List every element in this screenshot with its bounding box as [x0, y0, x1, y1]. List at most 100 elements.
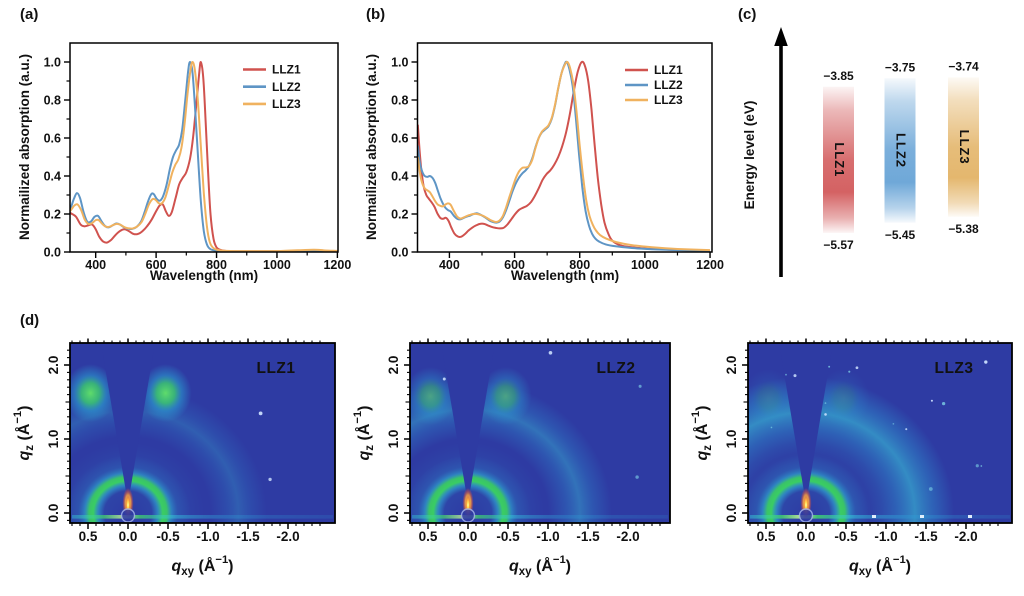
- axes: 0.5 0.0 -0.5 -1.0 -1.5 -2.0 0.0 1.0 2.0: [724, 338, 999, 544]
- x-tick-label: 600: [146, 258, 167, 272]
- curves: [70, 60, 338, 252]
- x-tick-label: 800: [206, 258, 227, 272]
- y-tick-label: 0.6: [391, 131, 408, 145]
- missing-wedge: [779, 343, 833, 494]
- y-tick-label: 0.8: [44, 93, 61, 107]
- beamstop: [460, 508, 476, 523]
- plot-frame: [747, 342, 1013, 524]
- x-tick-label: 0.0: [459, 529, 478, 544]
- x-tick-label: 800: [569, 258, 590, 272]
- y-tick-label: 0.0: [724, 504, 739, 523]
- y-tick-label: 1.0: [46, 430, 61, 449]
- energy-axis-arrow-head: [774, 27, 788, 46]
- sample-label-LLZ2: LLZ2: [596, 360, 635, 377]
- axes: 400 600 800 1000 1200 0.0 0.2 0.4 0.6 0.8 1.0 Wavel…: [17, 54, 351, 283]
- y-tick-label: 1.0: [44, 55, 61, 69]
- plot-frame: [69, 342, 336, 524]
- energy-bottom-value-LLZ1: −5.57: [823, 238, 854, 252]
- x-tick-label: 0.5: [757, 529, 776, 544]
- energy-bar-label-LLZ3: LLZ3: [957, 130, 972, 165]
- x-tick-label: -2.0: [954, 529, 977, 544]
- panel-b-absorption-chart: 400 600 800 1000 1200 0.0 0.2 0.4 0.6 0.8 1.0 Wavel…: [364, 42, 724, 283]
- series-LLZ2: [70, 61, 338, 252]
- panel-a-absorption-chart: 400 600 800 1000 1200 0.0 0.2 0.4 0.6 0.8 1.0 Wavel…: [17, 42, 351, 283]
- giwaxs-panel-LLZ3: LLZ3 0.5 0.0 -0.5 -1.0 -1.5 -2.0 0.0 1.0 2.0 qxy (…: [690, 338, 1013, 578]
- series-LLZ3: [70, 61, 338, 252]
- axis-title: qz (Å−1): [352, 406, 376, 461]
- panel-label-a: (a): [20, 6, 39, 23]
- y-tick-label: 0.4: [391, 169, 408, 183]
- y-tick-label: 2.0: [46, 356, 61, 375]
- axis-title: qxy (Å−1): [171, 554, 233, 578]
- energy-bar-label-LLZ2: LLZ2: [894, 133, 909, 168]
- plot-frame: [416, 42, 713, 253]
- sample-label-LLZ3: LLZ3: [934, 360, 973, 377]
- axis-title: qz (Å−1): [12, 406, 36, 461]
- x-tick-label: -1.5: [914, 529, 938, 544]
- y-tick-label: 2.0: [386, 356, 401, 375]
- x-tick-label: -2.0: [276, 529, 299, 544]
- panel-label-b: (b): [366, 6, 386, 23]
- y-axis-title: Normailized absorption (a.u.): [17, 54, 32, 240]
- x-tick-label: 1000: [631, 258, 659, 272]
- legend-label-LLZ3: LLZ3: [654, 93, 683, 107]
- panel-label-c: (c): [738, 6, 757, 23]
- y-tick-label: 0.2: [44, 207, 61, 221]
- legend-label-LLZ2: LLZ2: [654, 78, 683, 92]
- x-axis-title: Wavelength (nm): [150, 268, 258, 283]
- energy-top-value-LLZ2: −3.75: [885, 60, 916, 74]
- scattering-image: [410, 343, 670, 523]
- x-tick-label: 400: [85, 258, 106, 272]
- axis-title: qz (Å−1): [690, 406, 714, 461]
- scattering-image: [748, 343, 1012, 523]
- x-tick-label: -0.5: [834, 529, 858, 544]
- axes: 0.5 0.0 -0.5 -1.0 -1.5 -2.0 0.0 1.0 2.0: [386, 338, 661, 544]
- y-tick-label: 0.0: [391, 245, 408, 259]
- x-tick-label: 0.0: [797, 529, 816, 544]
- x-tick-label: -0.5: [496, 529, 520, 544]
- x-tick-label: -2.0: [616, 529, 639, 544]
- y-tick-label: 1.0: [724, 430, 739, 449]
- y-tick-label: 0.0: [386, 504, 401, 523]
- energy-bar-LLZ2: [884, 78, 916, 223]
- y-tick-label: 0.8: [391, 93, 408, 107]
- y-tick-label: 0.2: [391, 207, 408, 221]
- legend-label-LLZ2: LLZ2: [272, 80, 301, 94]
- y-tick-label: 0.6: [44, 131, 61, 145]
- x-tick-label: 1000: [263, 258, 291, 272]
- y-tick-label: 1.0: [391, 55, 408, 69]
- axes: 400 600 800 1000 1200 0.0 0.2 0.4 0.6 0.8 1.0 Wavel…: [364, 54, 724, 283]
- energy-bar-LLZ3: [948, 77, 979, 217]
- axis-title: qxy (Å−1): [849, 554, 911, 578]
- panel-label-d: (d): [20, 312, 40, 329]
- axes: 0.5 0.0 -0.5 -1.0 -1.5 -2.0 0.0 1.0 2.0: [46, 338, 321, 544]
- y-tick-label: 1.0: [386, 430, 401, 449]
- legend-label-LLZ3: LLZ3: [272, 97, 301, 111]
- series-LLZ1: [70, 60, 338, 252]
- plot-frame: [69, 42, 339, 253]
- x-tick-label: -1.5: [236, 529, 260, 544]
- x-axis-title: Wavelength (nm): [511, 268, 619, 283]
- series-LLZ2: [417, 60, 711, 252]
- y-axis-title: Normailized absorption (a.u.): [364, 54, 379, 240]
- x-tick-label: -1.5: [576, 529, 600, 544]
- giwaxs-panel-LLZ1: LLZ1 0.5 0.0 -0.5 -1.0 -1.5 -2.0 0.0 1.0 2.0 qxy (…: [12, 338, 336, 578]
- energy-top-value-LLZ3: −3.74: [948, 59, 979, 73]
- legend: LLZ1 LLZ2 LLZ3: [243, 63, 301, 111]
- x-tick-label: -1.0: [874, 529, 897, 544]
- x-tick-label: 0.5: [419, 529, 438, 544]
- x-tick-label: 0.5: [79, 529, 98, 544]
- x-tick-label: 1200: [696, 258, 724, 272]
- beamstop: [120, 508, 136, 523]
- legend-label-LLZ1: LLZ1: [272, 63, 301, 77]
- beamstop: [798, 508, 814, 523]
- missing-wedge: [101, 343, 155, 494]
- panel-c-energy-level-diagram: Energy level (eV) −3.85 −5.57 LLZ1 −3.75 −5.4…: [742, 27, 979, 277]
- y-tick-label: 0.0: [46, 504, 61, 523]
- x-tick-label: 600: [504, 258, 525, 272]
- y-tick-label: 0.4: [44, 169, 61, 183]
- x-tick-label: -0.5: [156, 529, 180, 544]
